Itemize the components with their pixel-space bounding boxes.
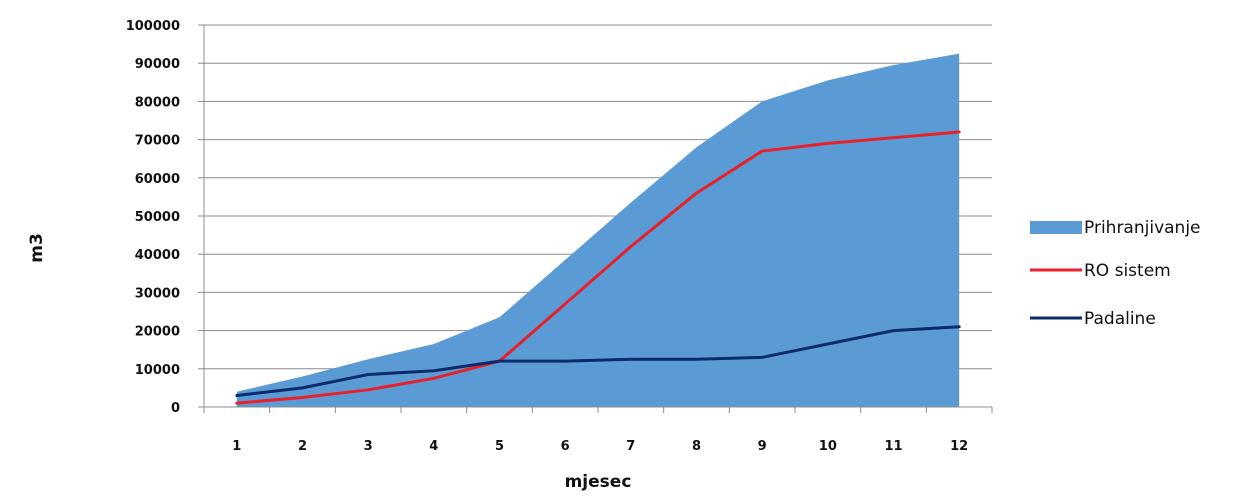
x-tick-label: 2 bbox=[298, 439, 307, 454]
y-tick-label: 0 bbox=[171, 401, 180, 416]
y-tick-label: 80000 bbox=[135, 95, 180, 110]
x-tick-label: 9 bbox=[758, 439, 767, 454]
legend-label: Prihranjivanje bbox=[1084, 218, 1201, 238]
x-tick-label: 12 bbox=[950, 439, 968, 454]
line-series-padaline bbox=[235, 325, 961, 398]
x-tick-labels: 1 2 3 4 5 6 7 8 9 10 11 12 bbox=[232, 439, 968, 454]
x-axis-title: mjesec bbox=[565, 472, 632, 492]
x-tick-label: 6 bbox=[561, 439, 570, 454]
y-axis-title: m3 bbox=[27, 233, 47, 263]
legend-swatch bbox=[1030, 221, 1082, 234]
y-tick-label: 100000 bbox=[126, 19, 180, 34]
y-tick-label: 90000 bbox=[135, 57, 180, 72]
legend-label: Padaline bbox=[1084, 309, 1156, 329]
x-tick-label: 4 bbox=[429, 439, 438, 454]
y-tick-label: 10000 bbox=[135, 363, 180, 378]
x-tick-label: 5 bbox=[495, 439, 504, 454]
y-tick-label: 50000 bbox=[135, 210, 180, 225]
y-tick-label: 70000 bbox=[135, 134, 180, 149]
x-tick-label: 11 bbox=[884, 439, 902, 454]
axes bbox=[203, 25, 993, 413]
y-tick-label: 40000 bbox=[135, 248, 180, 263]
x-tick-label: 10 bbox=[819, 439, 837, 454]
x-tick-label: 3 bbox=[364, 439, 373, 454]
area-series-prihranjivanje bbox=[236, 53, 960, 408]
line-series-ro-sistem bbox=[235, 130, 961, 405]
area-series-layer bbox=[236, 53, 960, 408]
y-tick-labels: 0 10000 20000 30000 40000 50000 60000 70000 8000… bbox=[126, 19, 180, 416]
x-tick-label: 7 bbox=[626, 439, 635, 454]
y-tick-label: 30000 bbox=[135, 286, 180, 301]
legend: Prihranjivanje RO sistem Padaline bbox=[1030, 218, 1201, 329]
legend-label: RO sistem bbox=[1084, 261, 1171, 281]
line-series-layer bbox=[235, 130, 961, 405]
x-tick-label: 8 bbox=[692, 439, 701, 454]
y-tick-label: 60000 bbox=[135, 172, 180, 187]
y-tick-label: 20000 bbox=[135, 325, 180, 340]
x-tick-label: 1 bbox=[232, 439, 241, 454]
